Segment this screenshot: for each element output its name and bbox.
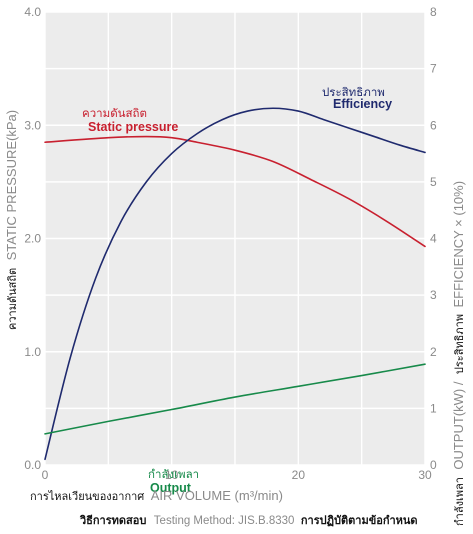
static-pressure-label: Static pressure — [88, 120, 178, 134]
right-tick-label: 3 — [430, 288, 437, 302]
left-tick-label: 4.0 — [24, 5, 41, 19]
right-axis-ticks: 0 1 2 3 4 5 6 7 8 — [430, 5, 437, 472]
bottom-tick-label: 30 — [418, 468, 432, 482]
footer-suffix-th: การปฏิบัติตามข้อกำหนด — [301, 514, 418, 527]
x-axis-title: การไหลเวียนของอากาศ AIR VOLUME (m³/min) — [30, 487, 283, 504]
right-tick-label: 7 — [430, 62, 437, 76]
output-label-th: กำลังเพลา — [148, 467, 199, 481]
bottom-tick-label: 10 — [165, 468, 179, 482]
left-tick-label: 0.0 — [24, 458, 41, 472]
efficiency-label-th: ประสิทธิภาพ — [322, 85, 385, 99]
left-axis-title: ความดันสถิต STATIC PRESSURE(kPa) — [3, 110, 20, 330]
x-axis-title-th: การไหลเวียนของอากาศ — [30, 490, 144, 503]
right-tick-label: 4 — [430, 232, 437, 246]
right-axis-title-th2: ประสิทธิภาพ — [453, 314, 466, 374]
static-pressure-curve — [44, 135, 426, 248]
footer-label-th: วิธีการทดสอบ — [79, 514, 146, 527]
right-tick-label: 2 — [430, 345, 437, 359]
right-axis-title-en2: EFFICIENCY × (10%) — [451, 181, 466, 308]
output-line — [44, 363, 426, 435]
footer-method: Testing Method: JIS.B.8330 — [154, 515, 295, 527]
left-axis-title-th: ความดันสถิต — [6, 268, 19, 330]
efficiency-curve — [44, 107, 426, 461]
series-layer — [44, 107, 426, 461]
left-tick-label: 1.0 — [24, 345, 41, 359]
right-tick-label: 1 — [430, 401, 437, 415]
right-axis-title-en: OUTPUT(kW) / — [451, 381, 466, 469]
right-tick-label: 0 — [430, 458, 437, 472]
bottom-tick-label: 0 — [42, 468, 49, 482]
static-pressure-label-th: ความดันสถิต — [82, 106, 147, 120]
bottom-axis-ticks: 0 10 20 30 — [42, 468, 432, 482]
left-tick-label: 2.0 — [24, 232, 41, 246]
left-axis-ticks: 0.0 1.0 2.0 3.0 4.0 — [24, 5, 41, 472]
right-tick-label: 5 — [430, 175, 437, 189]
right-axis-title: กำลังเพลา OUTPUT(kW) / ประสิทธิภาพ EFFIC… — [450, 181, 467, 526]
left-axis-title-en: STATIC PRESSURE(kPa) — [4, 110, 19, 260]
x-axis-title-en: AIR VOLUME (m³/min) — [151, 488, 283, 503]
bottom-tick-label: 20 — [292, 468, 306, 482]
left-tick-label: 3.0 — [24, 118, 41, 132]
right-axis-title-th: กำลังเพลา — [453, 477, 466, 526]
grid-lines — [44, 11, 426, 466]
right-tick-label: 6 — [430, 118, 437, 132]
output-label: Output — [150, 481, 192, 495]
testing-method-footer: วิธีการทดสอบ Testing Method: JIS.B.8330 … — [79, 511, 417, 528]
right-tick-label: 8 — [430, 5, 437, 19]
efficiency-label: Efficiency — [333, 97, 392, 111]
